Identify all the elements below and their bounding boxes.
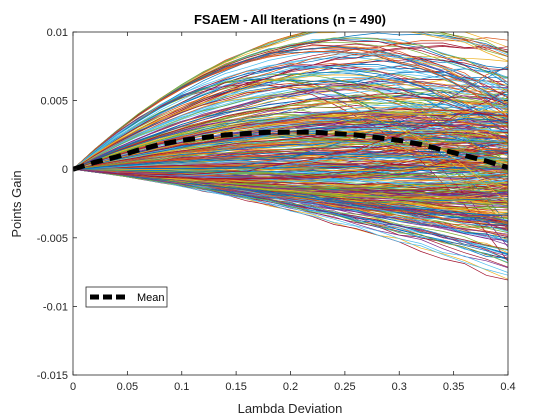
- iteration-line: [73, 82, 508, 170]
- iteration-line: [73, 134, 508, 170]
- iteration-line: [73, 109, 508, 170]
- iteration-line: [73, 118, 508, 170]
- iteration-line: [73, 168, 508, 273]
- x-axis-label: Lambda Deviation: [238, 401, 343, 416]
- iteration-line: [73, 80, 508, 170]
- mean-line: [73, 129, 508, 172]
- x-tick-label: 0.3: [392, 381, 407, 393]
- x-tick-label: 0.4: [500, 381, 515, 393]
- iteration-line: [73, 141, 508, 170]
- iteration-line: [73, 168, 508, 226]
- iteration-line: [73, 43, 508, 170]
- iteration-line: [73, 168, 508, 175]
- iteration-line: [73, 51, 508, 170]
- iteration-line: [73, 104, 508, 170]
- iteration-line: [73, 155, 508, 170]
- iteration-line: [73, 81, 508, 170]
- legend-box: [85, 286, 168, 308]
- iteration-line: [73, 100, 508, 170]
- legend-mean-label: Mean: [137, 292, 165, 304]
- x-tick-label: 0.1: [174, 381, 189, 393]
- y-tick-label: -0.015: [37, 370, 68, 382]
- y-tick-label: 0.01: [47, 27, 68, 39]
- iteration-line: [73, 131, 508, 170]
- x-tick-label: 0.35: [443, 381, 464, 393]
- iteration-line: [73, 152, 508, 181]
- iteration-line: [73, 150, 508, 170]
- x-tick-label: 0.15: [225, 381, 246, 393]
- iteration-line: [73, 168, 508, 186]
- mean-line-layer: [73, 129, 508, 172]
- y-tick-label: 0: [62, 164, 68, 176]
- iteration-line: [73, 124, 508, 170]
- iteration-line: [73, 42, 508, 170]
- iteration-line: [73, 88, 508, 170]
- iteration-line: [73, 32, 508, 170]
- iteration-line: [73, 154, 508, 170]
- iteration-line: [73, 65, 508, 170]
- iteration-lines: [73, 32, 508, 281]
- iteration-line: [73, 93, 508, 170]
- y-tick-label: 0.005: [40, 96, 68, 108]
- iteration-line: [73, 74, 508, 170]
- y-tick-label: -0.005: [37, 233, 68, 245]
- iteration-line: [73, 84, 508, 170]
- y-axis-label: Points Gain: [9, 170, 24, 237]
- iteration-line: [73, 83, 508, 170]
- iteration-line: [73, 111, 508, 170]
- iteration-line: [73, 155, 508, 170]
- y-axis-ticks: 0.01 0.005 0 -0.005 -0.01 -0.015: [37, 27, 508, 382]
- y-tick-label: -0.01: [43, 301, 68, 313]
- iteration-line: [73, 155, 508, 174]
- iteration-line: [73, 113, 508, 170]
- legend: Mean: [85, 286, 168, 308]
- x-tick-label: 0: [70, 381, 76, 393]
- iteration-line: [73, 94, 508, 176]
- x-tick-label: 0.2: [283, 381, 298, 393]
- iteration-line: [73, 110, 508, 170]
- iteration-line: [73, 129, 508, 170]
- iteration-line: [73, 97, 508, 170]
- x-tick-label: 0.05: [117, 381, 138, 393]
- iteration-line: [73, 50, 508, 170]
- iteration-line: [73, 168, 508, 264]
- iteration-line: [73, 168, 508, 257]
- x-axis-ticks: 0 0.05 0.1 0.15 0.2 0.25 0.3 0.35 0.4: [70, 32, 516, 393]
- iteration-line: [73, 96, 508, 170]
- x-tick-label: 0.25: [334, 381, 355, 393]
- iteration-line: [73, 81, 508, 248]
- iteration-line: [73, 168, 508, 197]
- chart-title: FSAEM - All Iterations (n = 490): [194, 12, 386, 27]
- iteration-line: [73, 65, 508, 170]
- iteration-line: [73, 89, 508, 176]
- iteration-line: [73, 151, 508, 170]
- iteration-line: [73, 137, 508, 170]
